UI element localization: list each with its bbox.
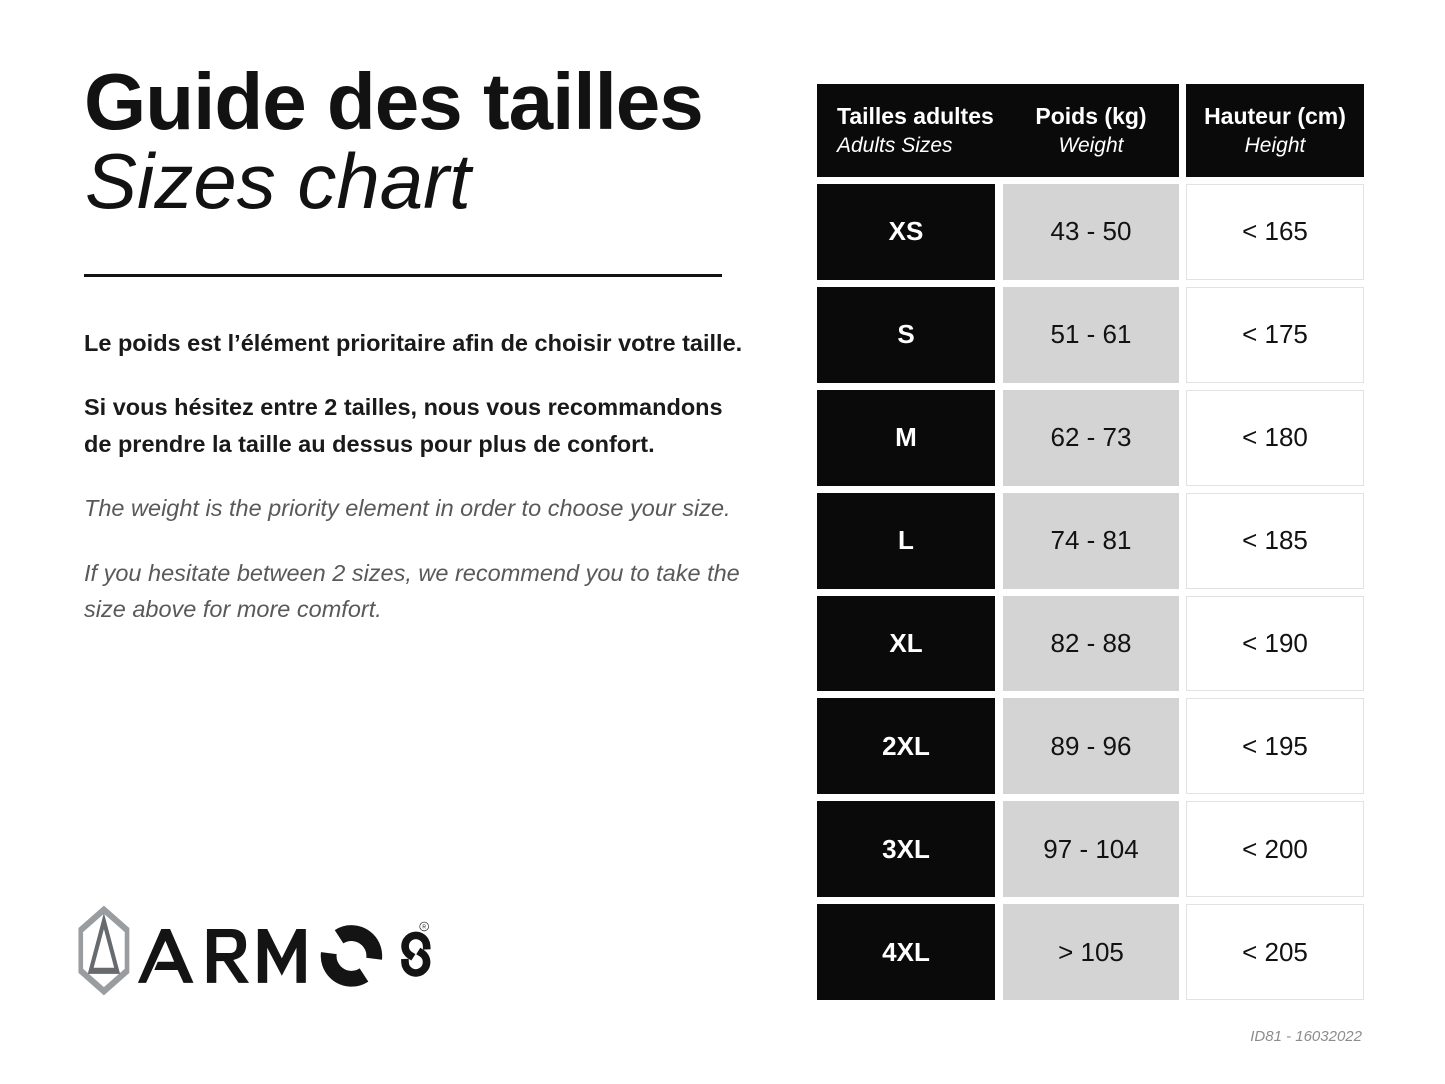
- svg-text:R: R: [422, 924, 426, 930]
